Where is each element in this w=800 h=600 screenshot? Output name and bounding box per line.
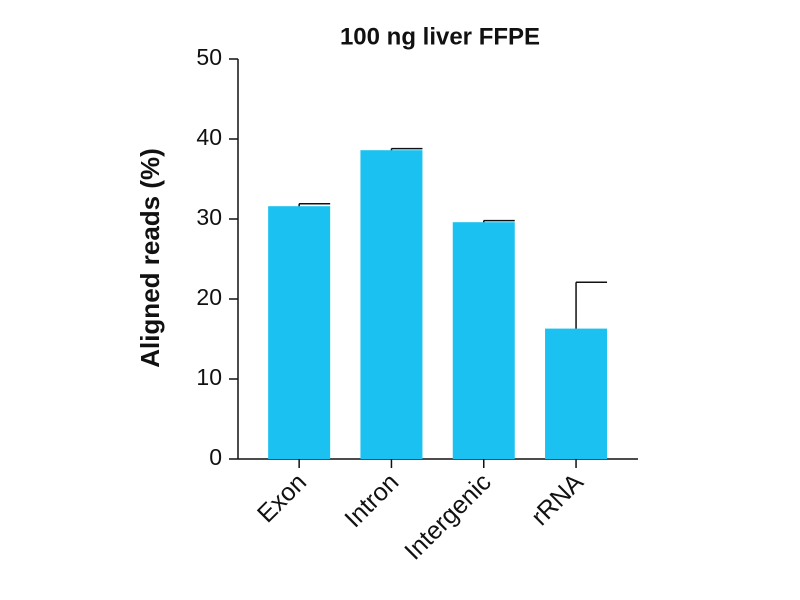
error-bar	[575, 281, 608, 329]
y-tick-label: 0	[209, 444, 222, 470]
y-tick-label: 10	[196, 364, 222, 390]
error-bar	[298, 203, 331, 207]
y-tick-label: 40	[196, 124, 222, 150]
chart-title: 100 ng liver FFPE	[340, 23, 540, 50]
x-tick-label: Intergenic	[399, 468, 496, 565]
y-tick-label: 30	[196, 204, 222, 230]
bar	[360, 150, 423, 459]
bar	[545, 328, 608, 459]
y-axis-label: Aligned reads (%)	[135, 148, 165, 368]
x-tick-label: Intron	[339, 468, 404, 533]
x-tick-label: Exon	[252, 468, 312, 528]
y-tick-label: 20	[196, 284, 222, 310]
bar	[268, 206, 331, 459]
error-bar	[390, 147, 423, 151]
error-bar	[483, 219, 515, 223]
y-tick-label: 50	[196, 44, 222, 70]
bar	[452, 222, 515, 459]
x-tick-label: rRNA	[526, 468, 589, 531]
